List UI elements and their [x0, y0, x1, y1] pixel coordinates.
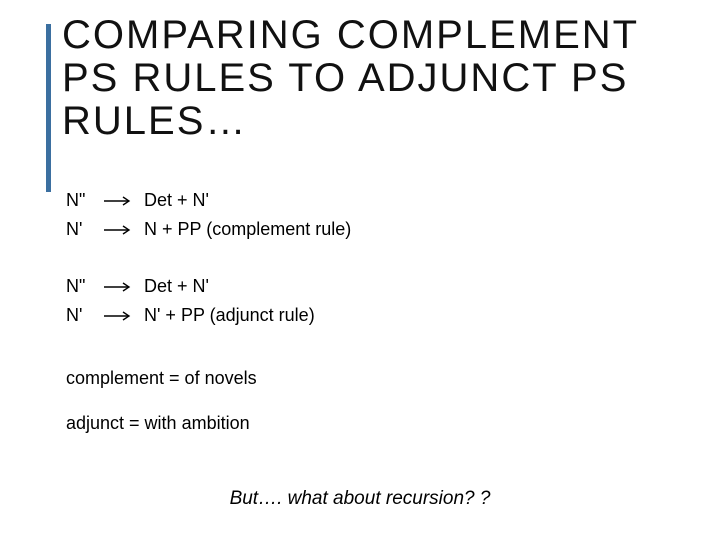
spacer	[66, 248, 666, 276]
rule-rhs: Det + N'	[144, 276, 209, 297]
rule-row: N" Det + N'	[66, 276, 666, 297]
rule-row: N' N + PP (complement rule)	[66, 219, 666, 240]
note-complement: complement = of novels	[66, 368, 666, 389]
arrow-icon	[104, 311, 134, 321]
spacer	[66, 334, 666, 362]
rule-rhs: N' + PP (adjunct rule)	[144, 305, 315, 326]
slide-body: N" Det + N' N' N + PP (complement rule) …	[66, 190, 666, 434]
rule-rhs: N + PP (complement rule)	[144, 219, 351, 240]
slide-title: COMPARING COMPLEMENT PS RULES TO ADJUNCT…	[62, 14, 682, 144]
slide: COMPARING COMPLEMENT PS RULES TO ADJUNCT…	[0, 0, 720, 540]
spacer	[66, 389, 666, 407]
rule-lhs: N"	[66, 276, 94, 297]
arrow-icon	[104, 196, 134, 206]
note-adjunct: adjunct = with ambition	[66, 413, 666, 434]
arrow-icon	[104, 225, 134, 235]
accent-bar	[46, 24, 51, 192]
rule-lhs: N'	[66, 219, 94, 240]
rule-row: N" Det + N'	[66, 190, 666, 211]
rule-lhs: N'	[66, 305, 94, 326]
rule-lhs: N"	[66, 190, 94, 211]
arrow-icon	[104, 282, 134, 292]
rule-rhs: Det + N'	[144, 190, 209, 211]
footer-text: But…. what about recursion? ?	[0, 488, 720, 510]
rule-row: N' N' + PP (adjunct rule)	[66, 305, 666, 326]
